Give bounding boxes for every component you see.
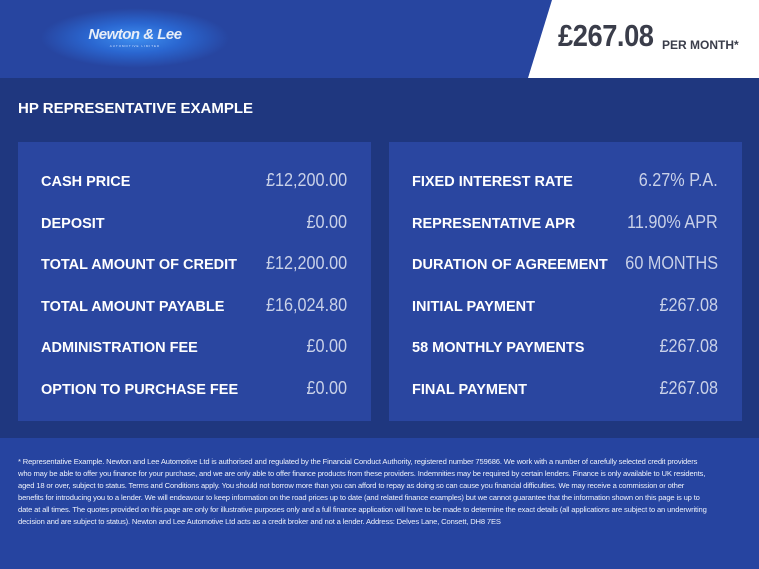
left-finance-panel: CASH PRICE £12,200.00 DEPOSIT £0.00 TOTAL AM… xyxy=(18,142,371,421)
finance-value: £267.08 xyxy=(659,294,718,315)
finance-label: FINAL PAYMENT xyxy=(412,381,527,398)
finance-row: DURATION OF AGREEMENT 60 MONTHS xyxy=(412,247,718,289)
finance-row: REPRESENTATIVE APR 11.90% APR xyxy=(412,206,718,248)
finance-row: DEPOSIT £0.00 xyxy=(41,206,347,248)
footer: * Representative Example. Newton and Lee… xyxy=(0,438,759,569)
newton-lee-logo: Newton & Lee AUTOMOTIVE LIMITED xyxy=(40,8,230,68)
finance-value: £16,024.80 xyxy=(265,294,347,315)
finance-label: INITIAL PAYMENT xyxy=(412,298,535,315)
logo-subtext: AUTOMOTIVE LIMITED xyxy=(109,44,161,48)
right-finance-panel: FIXED INTEREST RATE 6.27% P.A. REPRESENTAT… xyxy=(389,142,742,421)
finance-value: £0.00 xyxy=(306,211,347,232)
page-title: HP REPRESENTATIVE EXAMPLE xyxy=(18,100,254,117)
finance-row: TOTAL AMOUNT OF CREDIT £12,200.00 xyxy=(41,247,347,289)
finance-label: DURATION OF AGREEMENT xyxy=(412,257,608,273)
finance-label: TOTAL AMOUNT OF CREDIT xyxy=(41,257,238,273)
monthly-price: £267.08 xyxy=(558,18,654,53)
finance-value: £267.08 xyxy=(659,377,718,398)
finance-label: OPTION TO PURCHASE FEE xyxy=(41,381,239,398)
per-month-label: PER MONTH* xyxy=(662,38,739,52)
finance-row: FIXED INTEREST RATE 6.27% P.A. xyxy=(412,164,718,206)
disclaimer-text: * Representative Example. Newton and Lee… xyxy=(18,457,707,526)
finance-value: £12,200.00 xyxy=(265,170,347,190)
finance-row: FINAL PAYMENT £267.08 xyxy=(412,372,718,414)
finance-value: £0.00 xyxy=(306,377,347,398)
finance-value: 11.90% APR xyxy=(627,211,718,232)
header: Newton & Lee AUTOMOTIVE LIMITED £267.08 … xyxy=(0,0,759,78)
logo-text: Newton & Lee xyxy=(88,26,182,43)
finance-label: 58 MONTHLY PAYMENTS xyxy=(412,340,585,356)
finance-label: ADMINISTRATION FEE xyxy=(41,340,198,356)
finance-value: £0.00 xyxy=(306,336,347,356)
finance-value: 60 MONTHS xyxy=(625,253,718,273)
finance-row: OPTION TO PURCHASE FEE £0.00 xyxy=(41,372,347,414)
finance-row: CASH PRICE £12,200.00 xyxy=(41,164,347,206)
finance-value: £12,200.00 xyxy=(265,253,347,273)
finance-row: 58 MONTHLY PAYMENTS £267.08 xyxy=(412,330,718,372)
monthly-price-box: £267.08 PER MONTH* xyxy=(528,0,759,78)
finance-label: TOTAL AMOUNT PAYABLE xyxy=(41,298,225,315)
finance-label: CASH PRICE xyxy=(41,174,131,190)
finance-label: DEPOSIT xyxy=(41,215,105,232)
finance-label: REPRESENTATIVE APR xyxy=(412,215,576,232)
finance-value: £267.08 xyxy=(659,336,718,356)
finance-value: 6.27% P.A. xyxy=(639,170,718,190)
finance-row: ADMINISTRATION FEE £0.00 xyxy=(41,330,347,372)
finance-row: INITIAL PAYMENT £267.08 xyxy=(412,289,718,331)
finance-label: FIXED INTEREST RATE xyxy=(412,174,573,190)
finance-row: TOTAL AMOUNT PAYABLE £16,024.80 xyxy=(41,289,347,331)
